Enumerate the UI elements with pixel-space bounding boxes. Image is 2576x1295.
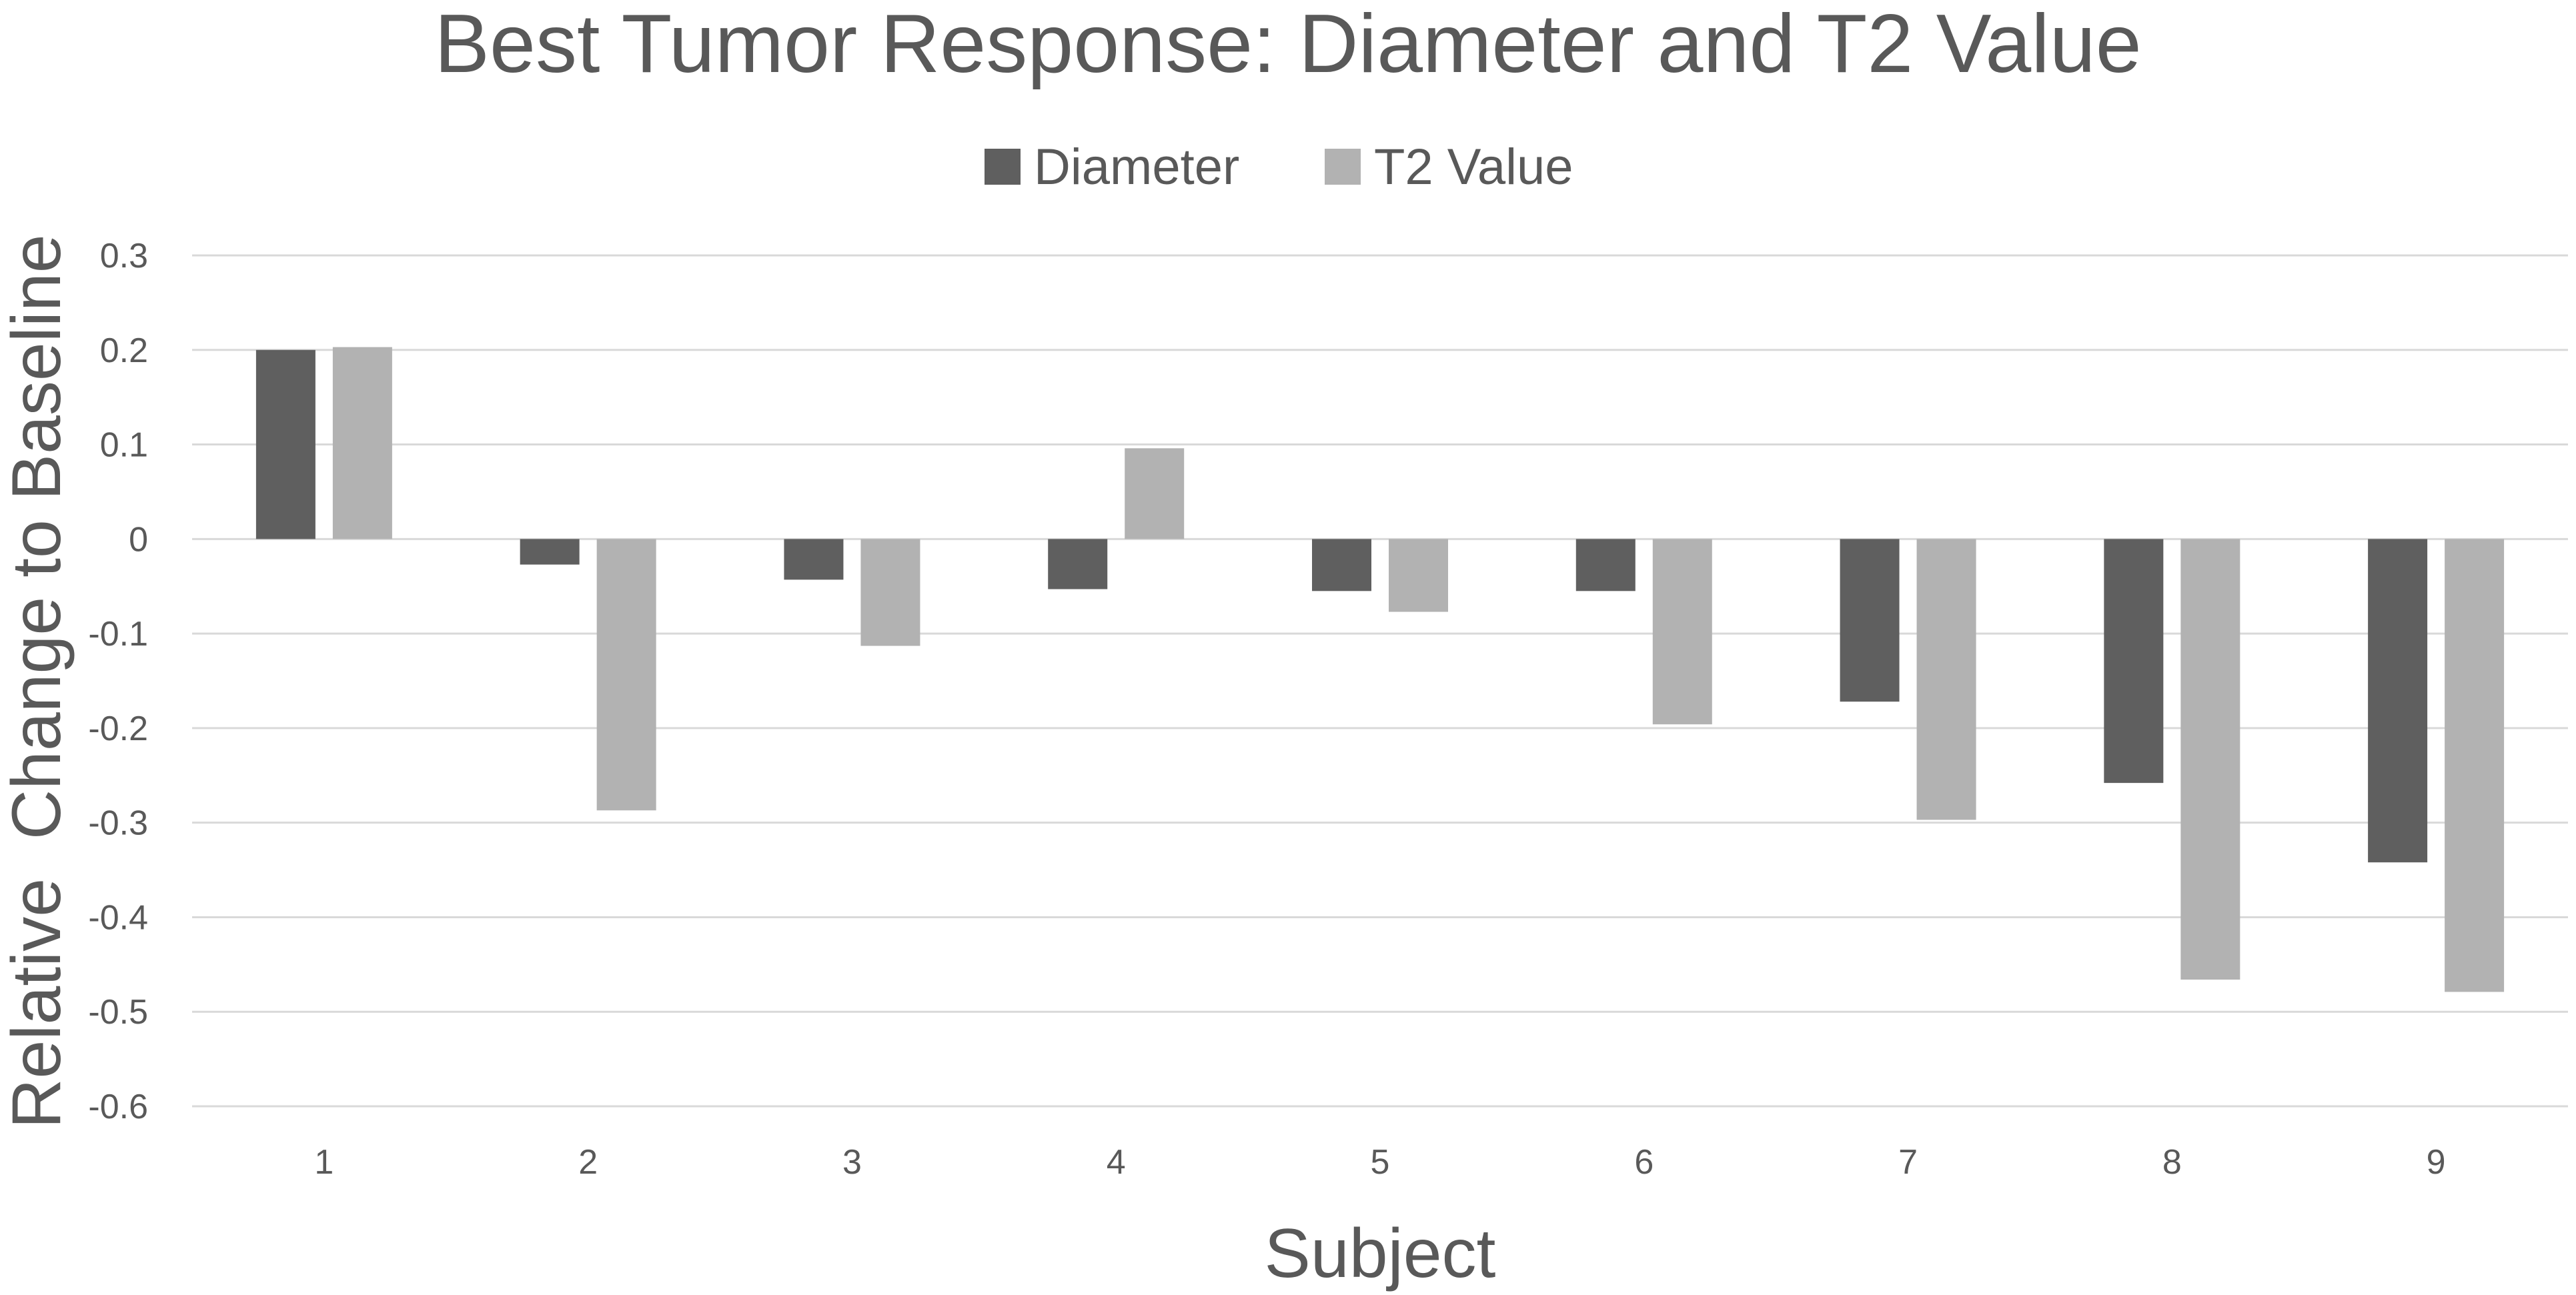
bar-t2-value-subject-6 <box>1652 539 1712 725</box>
y-tick-label: 0 <box>129 520 148 559</box>
bar-diameter-subject-7 <box>1840 539 1900 702</box>
x-tick-label: 7 <box>1898 1143 1918 1182</box>
y-tick-label: -0.2 <box>88 710 148 748</box>
legend: Diameter T2 Value <box>985 139 1573 195</box>
y-axis-title: Relative Change to Baseline <box>0 234 75 1128</box>
bar-t2-value-subject-2 <box>596 539 656 811</box>
x-axis-title: Subject <box>1265 1215 1496 1292</box>
bars <box>255 347 2505 992</box>
y-tick-label: -0.4 <box>88 898 148 937</box>
y-tick-label: 0.3 <box>100 237 148 275</box>
gridlines <box>192 254 2568 1108</box>
x-tick-label: 8 <box>2162 1143 2182 1182</box>
y-tick-label: 0.2 <box>100 331 148 370</box>
bar-t2-value-subject-8 <box>2180 539 2240 980</box>
bar-t2-value-subject-9 <box>2445 539 2505 992</box>
bar-diameter-subject-9 <box>2368 539 2428 863</box>
bar-t2-value-subject-5 <box>1389 539 1448 612</box>
legend-swatch-t2-value <box>1325 149 1361 185</box>
bar-diameter-subject-6 <box>1575 539 1636 591</box>
x-axis-ticks: 1 2 3 4 5 6 7 8 9 <box>314 1143 2445 1182</box>
bar-diameter-subject-5 <box>1312 539 1371 591</box>
x-tick-label: 1 <box>314 1143 334 1182</box>
x-tick-label: 6 <box>1634 1143 1654 1182</box>
legend-label-diameter: Diameter <box>1034 139 1239 195</box>
bar-diameter-subject-4 <box>1048 539 1108 589</box>
x-tick-label: 3 <box>842 1143 862 1182</box>
bar-diameter-subject-8 <box>2104 539 2164 784</box>
x-tick-label: 5 <box>1371 1143 1390 1182</box>
bar-t2-value-subject-3 <box>860 539 920 646</box>
legend-label-t2-value: T2 Value <box>1374 139 1573 195</box>
bar-t2-value-subject-1 <box>332 347 392 539</box>
x-tick-label: 4 <box>1107 1143 1126 1182</box>
y-axis-ticks: 0.3 0.2 0.1 0 -0.1 -0.2 -0.3 -0.4 -0.5 -0.6 <box>88 237 148 1126</box>
x-tick-label: 9 <box>2427 1143 2446 1182</box>
x-tick-label: 2 <box>578 1143 598 1182</box>
bar-t2-value-subject-4 <box>1125 448 1185 539</box>
y-tick-label: -0.3 <box>88 804 148 843</box>
y-tick-label: -0.6 <box>88 1088 148 1126</box>
bar-diameter-subject-3 <box>784 539 844 580</box>
legend-swatch-diameter <box>985 149 1021 185</box>
y-tick-label: -0.1 <box>88 615 148 654</box>
bar-t2-value-subject-7 <box>1916 539 1976 820</box>
chart-title: Best Tumor Response: Diameter and T2 Val… <box>434 0 2141 90</box>
y-tick-label: -0.5 <box>88 993 148 1032</box>
bar-diameter-subject-2 <box>520 539 580 565</box>
y-tick-label: 0.1 <box>100 426 148 465</box>
bar-diameter-subject-1 <box>255 349 315 539</box>
